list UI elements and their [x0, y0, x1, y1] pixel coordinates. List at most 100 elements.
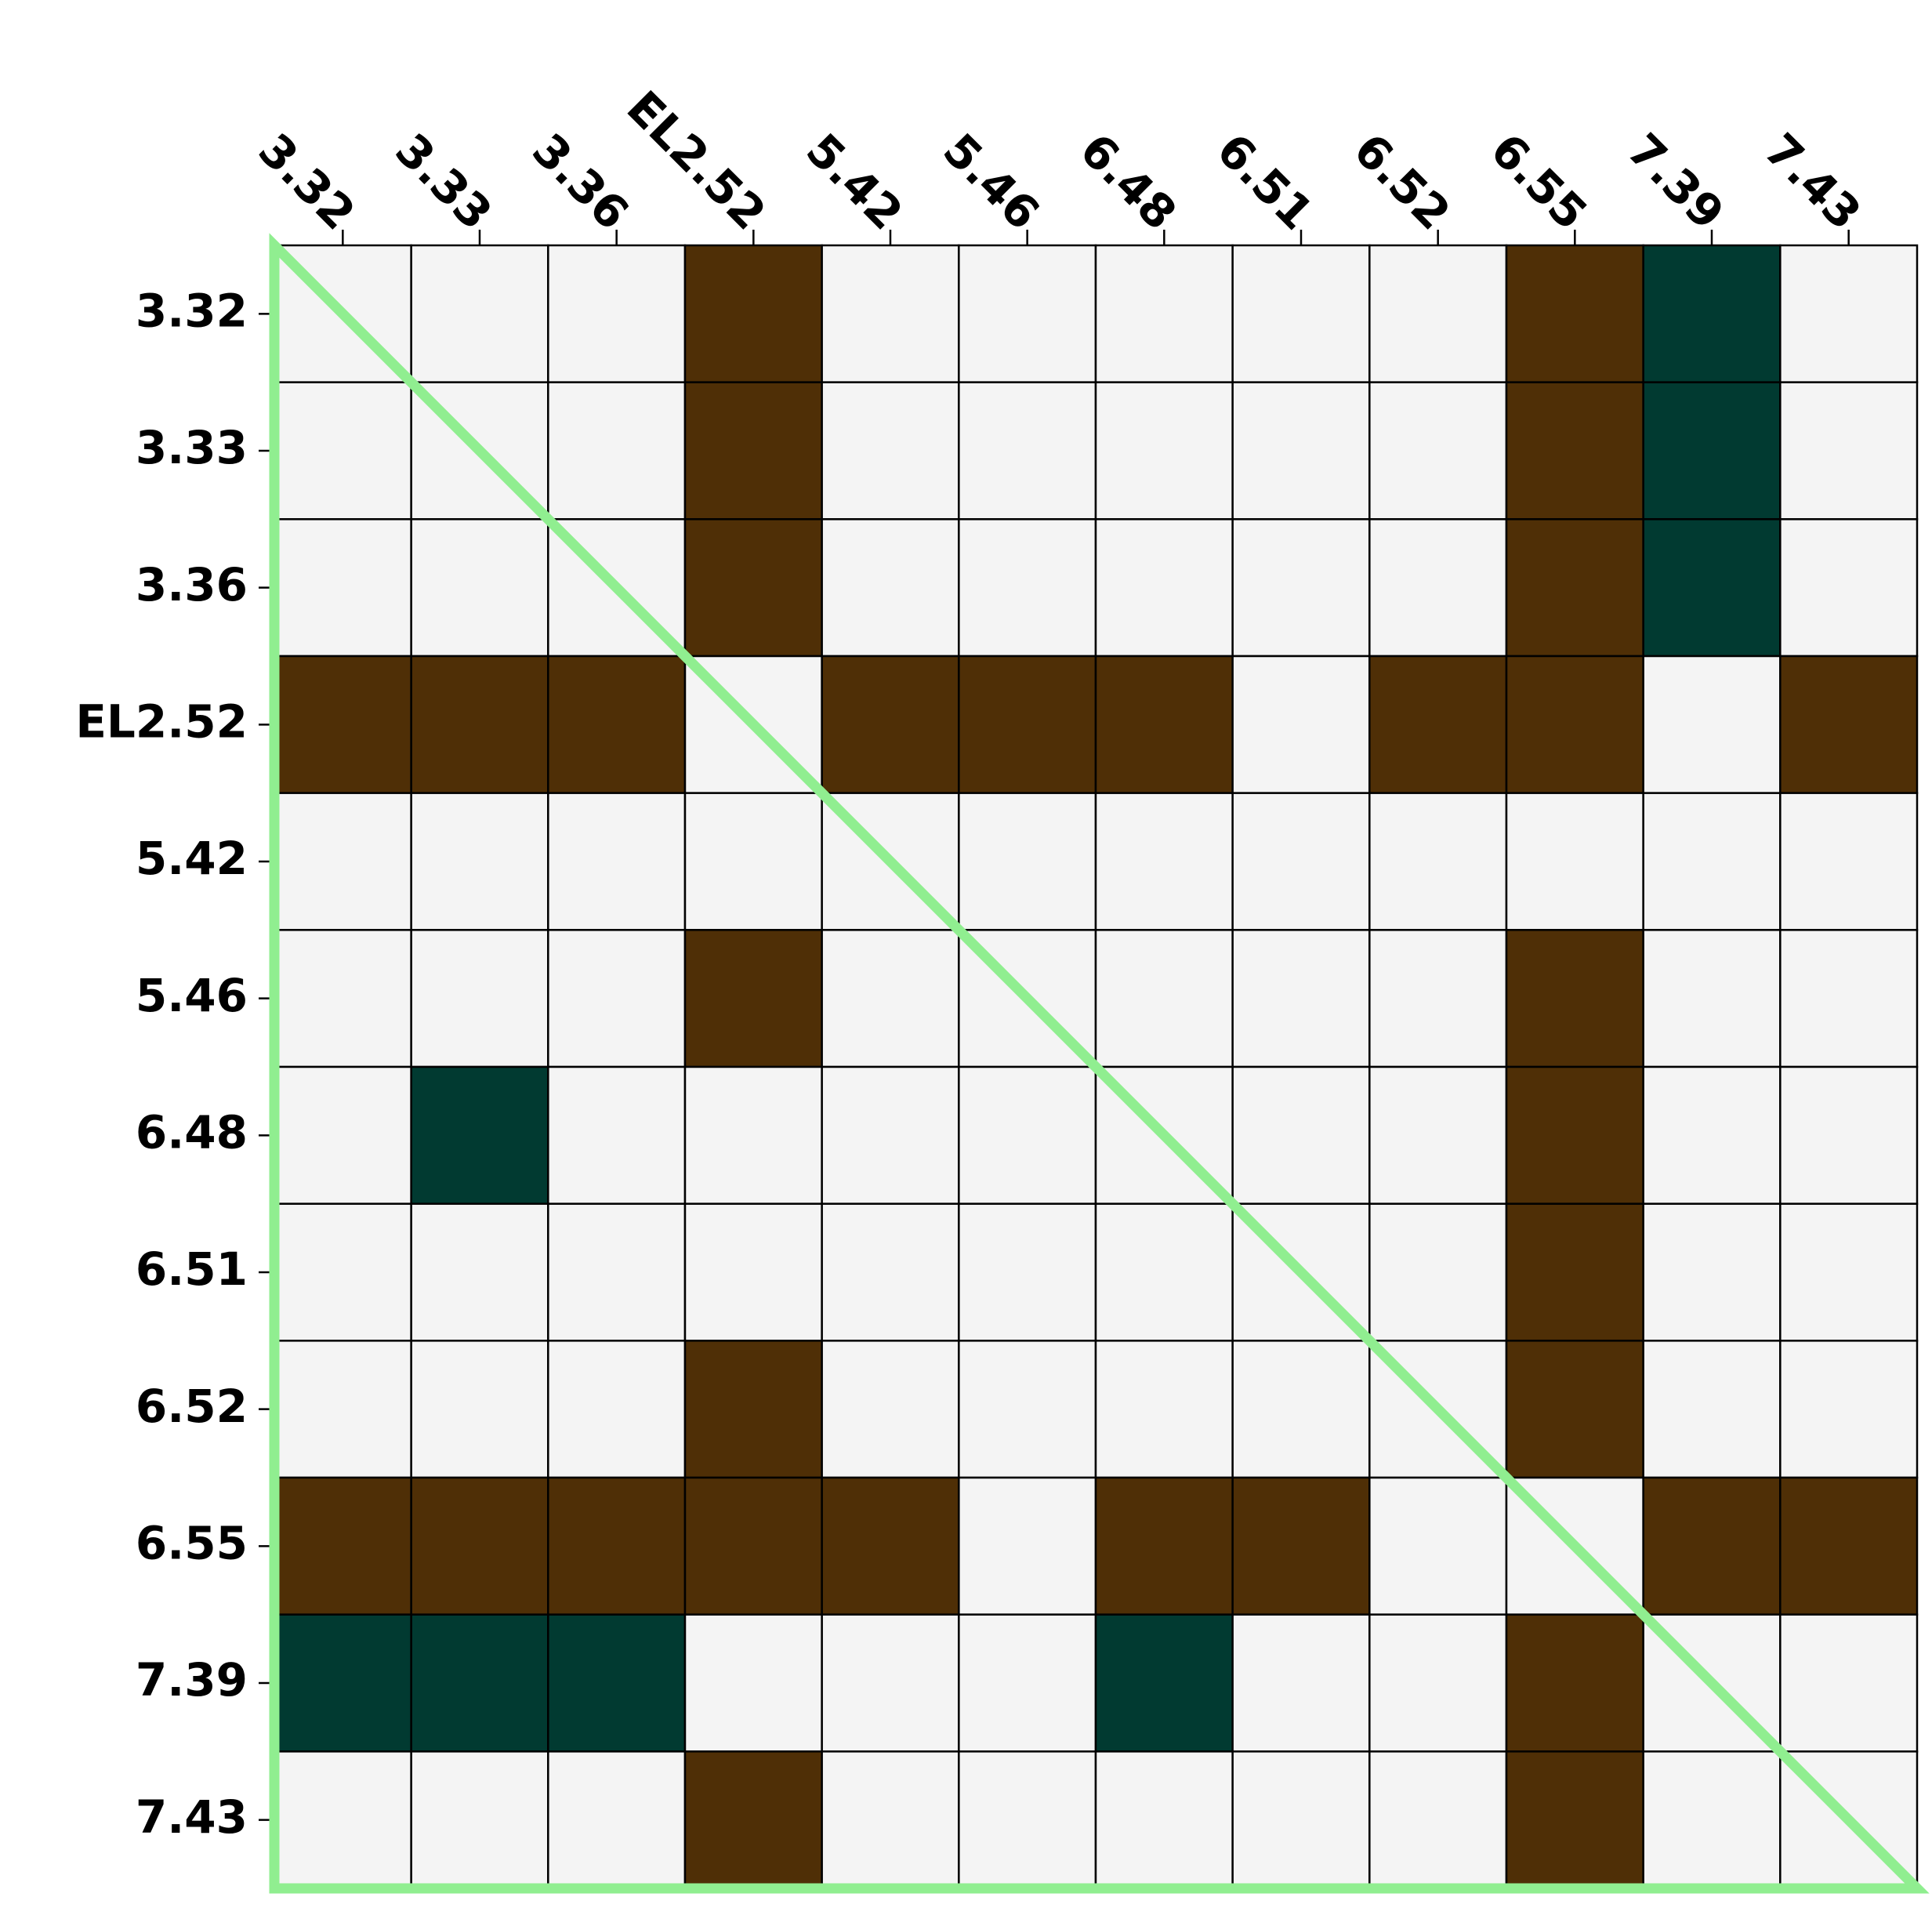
heatmap-cell [1642, 244, 1782, 383]
heatmap-cell [683, 929, 823, 1068]
heatmap-cell [410, 929, 549, 1068]
x-tick-label: 6.52 [1343, 123, 1460, 240]
heatmap-cell [1505, 1065, 1644, 1205]
heatmap-cell [958, 244, 1097, 383]
x-tick-label: 6.48 [1070, 123, 1187, 240]
heatmap-cell [273, 929, 412, 1068]
heatmap-cell [1505, 518, 1644, 658]
heatmap-cell [1094, 244, 1234, 383]
heatmap-cell [1094, 1613, 1234, 1753]
heatmap-cell [821, 244, 960, 383]
heatmap-cell [547, 929, 687, 1068]
heatmap-cell [1231, 1065, 1371, 1205]
heatmap-cell [1779, 792, 1919, 931]
heatmap-cell [1368, 929, 1508, 1068]
heatmap-cell [821, 1613, 960, 1753]
y-tick-label: 6.55 [136, 1516, 248, 1569]
y-tick-label: 5.46 [136, 969, 248, 1022]
heatmap-cell [410, 1476, 549, 1616]
heatmap-cell [821, 1065, 960, 1205]
heatmap-cell [1642, 929, 1782, 1068]
heatmap-cell [273, 1750, 412, 1890]
heatmap-cell [821, 1340, 960, 1479]
y-tick-label: 3.32 [136, 284, 248, 337]
heatmap-cells [273, 244, 1919, 1890]
heatmap-cell [273, 518, 412, 658]
heatmap-cell [1505, 1750, 1644, 1890]
y-tick-label: 3.36 [136, 558, 248, 611]
heatmap-cell [1505, 1202, 1644, 1342]
heatmap-cell [273, 1202, 412, 1342]
heatmap-cell [1779, 244, 1919, 383]
y-tick-label: 6.51 [136, 1242, 248, 1296]
x-tick-label: 5.42 [796, 123, 913, 240]
y-tick-label: 5.42 [136, 832, 248, 885]
heatmap-cell [683, 1750, 823, 1890]
heatmap-cell [273, 1065, 412, 1205]
heatmap-cell [547, 792, 687, 931]
heatmap-cell [958, 792, 1097, 931]
heatmap-cell [958, 1613, 1097, 1753]
heatmap-cell [410, 1613, 549, 1753]
heatmap-cell [547, 655, 687, 794]
heatmap-cell [1642, 381, 1782, 521]
y-tick-label: 7.43 [136, 1790, 248, 1844]
heatmap-cell [1368, 655, 1508, 794]
heatmap-cell [821, 1750, 960, 1890]
heatmap-cell [410, 1202, 549, 1342]
y-tick-label: EL2.52 [75, 695, 248, 748]
heatmap-cell [821, 1202, 960, 1342]
heatmap-cell [1368, 518, 1508, 658]
y-tick-labels: 3.32 3.33 3.36 EL2.52 5.42 5.46 6.48 6.51 6.52 6.… [75, 284, 248, 1843]
heatmap-cell [1779, 518, 1919, 658]
x-tick-label: 3.33 [386, 123, 502, 240]
heatmap-cell [410, 1340, 549, 1479]
heatmap-cell [547, 381, 687, 521]
heatmap-cell [1094, 1750, 1234, 1890]
heatmap-cell [958, 518, 1097, 658]
heatmap-cell [273, 1613, 412, 1753]
heatmap-cell [1642, 792, 1782, 931]
heatmap-cell [410, 1750, 549, 1890]
heatmap-cell [1642, 1340, 1782, 1479]
lower-triangle-highlight [269, 233, 1930, 1894]
heatmap-cell [683, 381, 823, 521]
heatmap-cell [1094, 1476, 1234, 1616]
heatmap-cell [1368, 1476, 1508, 1616]
heatmap-cell [273, 1476, 412, 1616]
heatmap-cell [273, 1340, 412, 1479]
heatmap-cell [683, 1613, 823, 1753]
y-tick-label: 6.48 [136, 1105, 248, 1159]
heatmap-cell [1231, 1340, 1371, 1479]
heatmap-cell [821, 655, 960, 794]
heatmap-cell [683, 792, 823, 931]
heatmap-cell [273, 381, 412, 521]
heatmap-cell [1779, 1476, 1919, 1616]
x-tick-label: 7.43 [1754, 123, 1871, 240]
x-tick-label: 3.36 [522, 123, 639, 240]
heatmap-cell [1779, 1202, 1919, 1342]
heatmap-cell [410, 518, 549, 658]
heatmap-cell [958, 1202, 1097, 1342]
x-tick-label: 6.51 [1207, 123, 1324, 240]
heatmap-cell [410, 1065, 549, 1205]
heatmap-cell [1231, 655, 1371, 794]
heatmap-cell [958, 1340, 1097, 1479]
heatmap-cell [1094, 655, 1234, 794]
heatmap-cell [683, 518, 823, 658]
heatmap-cell [958, 1750, 1097, 1890]
heatmap-cell [547, 244, 687, 383]
heatmap-cell [1642, 1202, 1782, 1342]
heatmap-cell [1779, 655, 1919, 794]
heatmap-cell [1231, 1750, 1371, 1890]
heatmap-cell [1779, 1065, 1919, 1205]
heatmap-cell [1505, 1340, 1644, 1479]
x-tick-label: 5.46 [933, 123, 1049, 240]
heatmap-cell [1642, 1065, 1782, 1205]
heatmap-cell [1505, 792, 1644, 931]
lower-triangle-outline [269, 233, 1930, 1894]
x-tick-label: 7.39 [1618, 123, 1734, 240]
heatmap-cell [547, 1202, 687, 1342]
heatmap-cell [821, 518, 960, 658]
